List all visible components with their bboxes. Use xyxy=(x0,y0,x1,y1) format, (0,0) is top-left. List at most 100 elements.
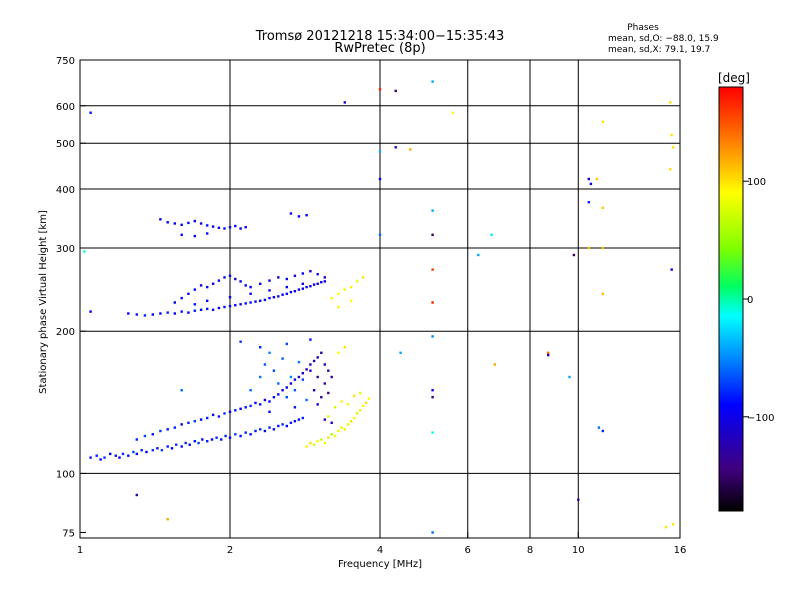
echo-point xyxy=(277,424,280,428)
echo-point xyxy=(297,288,301,291)
echo-point xyxy=(272,428,276,431)
echo-point xyxy=(670,268,673,271)
echo-points xyxy=(83,80,675,534)
echo-point xyxy=(239,227,242,230)
echo-point xyxy=(669,101,672,104)
echo-point xyxy=(109,452,112,456)
echo-point xyxy=(244,302,247,305)
echo-point xyxy=(431,396,434,399)
echo-point xyxy=(378,233,382,236)
colorbar-tick-label: −100 xyxy=(747,413,774,424)
echo-point xyxy=(301,272,304,275)
echo-point xyxy=(143,314,147,317)
echo-point xyxy=(166,221,169,224)
echo-point xyxy=(320,438,323,441)
echo-point xyxy=(378,88,382,91)
echo-point xyxy=(330,296,333,300)
echo-point xyxy=(330,375,333,379)
echo-point xyxy=(180,445,183,448)
echo-point xyxy=(234,277,237,281)
y-tick-label: 300 xyxy=(56,244,75,255)
echo-point xyxy=(595,177,599,181)
echo-point xyxy=(180,389,183,392)
echo-point xyxy=(309,270,312,273)
echo-point xyxy=(268,351,271,354)
echo-point xyxy=(135,493,138,497)
echo-point xyxy=(244,284,247,287)
echo-point xyxy=(173,301,176,304)
echo-point xyxy=(312,359,316,363)
echo-point xyxy=(293,420,297,423)
echo-point xyxy=(293,389,297,392)
echo-point xyxy=(316,356,319,359)
echo-point xyxy=(268,279,271,282)
echo-point xyxy=(272,369,276,372)
echo-point xyxy=(215,436,218,439)
echo-point xyxy=(249,404,252,408)
echo-point xyxy=(568,375,571,379)
echo-point xyxy=(547,351,550,354)
echo-point xyxy=(234,409,237,412)
echo-point xyxy=(669,168,672,171)
echo-point xyxy=(272,396,276,399)
echo-point xyxy=(316,375,319,379)
echo-point xyxy=(259,375,262,379)
echo-point xyxy=(431,335,434,338)
echo-point xyxy=(166,445,169,448)
echo-point xyxy=(254,401,257,405)
echo-point xyxy=(305,398,308,402)
echo-point xyxy=(223,227,226,230)
echo-point xyxy=(135,313,138,316)
echo-point xyxy=(151,449,154,452)
echo-point xyxy=(121,452,125,456)
echo-point xyxy=(145,450,148,454)
echo-point xyxy=(323,418,326,421)
echo-point xyxy=(268,410,271,413)
echo-point xyxy=(587,246,590,250)
echo-point xyxy=(239,280,242,283)
echo-point xyxy=(431,531,434,534)
echo-point xyxy=(272,296,276,299)
echo-point xyxy=(228,436,232,439)
echo-point xyxy=(159,312,162,315)
echo-point xyxy=(378,177,382,181)
echo-point xyxy=(193,303,196,306)
echo-point xyxy=(99,458,102,461)
echo-point xyxy=(297,375,301,379)
echo-point xyxy=(281,293,284,296)
echo-point xyxy=(239,434,242,438)
echo-point xyxy=(346,403,350,406)
echo-point xyxy=(409,148,412,151)
echo-point xyxy=(268,426,271,429)
echo-point xyxy=(305,285,308,289)
echo-point xyxy=(305,445,308,448)
echo-point xyxy=(337,429,340,433)
echo-point xyxy=(601,120,604,123)
colorbar-tick-label: 100 xyxy=(747,177,766,188)
echo-point xyxy=(223,276,226,279)
echo-point xyxy=(173,312,176,315)
axis-ticks: 1 2 4 6 8 10 16 75 100 200 300 400 500 600 750 xyxy=(56,56,686,556)
echo-point xyxy=(289,375,293,379)
echo-point xyxy=(239,407,242,410)
y-axis-label: Stationary phase Virtual Height [km] xyxy=(38,210,49,394)
echo-point xyxy=(349,299,353,302)
echo-point xyxy=(297,215,301,218)
echo-point xyxy=(293,290,297,293)
y-tick-label: 500 xyxy=(56,139,75,150)
echo-point xyxy=(95,454,98,457)
echo-point xyxy=(184,441,187,445)
echo-point xyxy=(173,426,176,429)
echo-point xyxy=(327,391,330,395)
echo-point xyxy=(217,415,221,418)
echo-point xyxy=(316,403,319,406)
echo-point xyxy=(301,378,304,381)
echo-point xyxy=(289,382,293,385)
echo-point xyxy=(249,292,252,295)
echo-point xyxy=(323,382,326,385)
echo-point xyxy=(353,394,356,397)
echo-point xyxy=(431,431,434,434)
echo-point xyxy=(228,304,232,308)
chart-title: Tromsø 20121218 15:34:00−15:35:43 xyxy=(255,29,505,44)
echo-point xyxy=(187,221,190,225)
